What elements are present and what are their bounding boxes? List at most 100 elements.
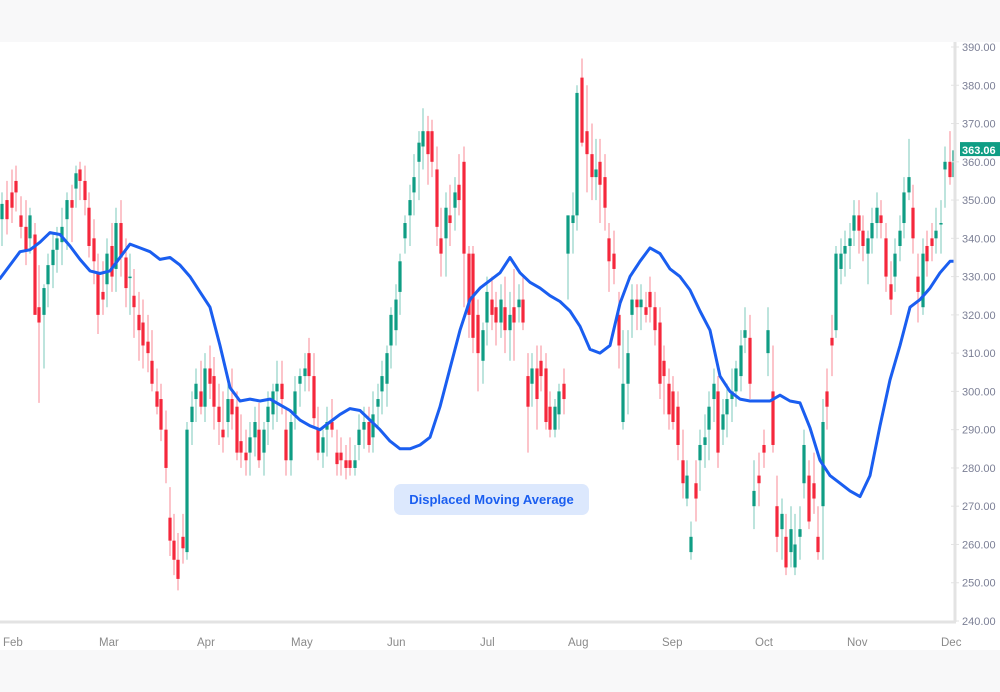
candle bbox=[448, 184, 452, 246]
candle bbox=[526, 353, 530, 453]
candle bbox=[19, 196, 23, 239]
candle bbox=[580, 58, 584, 147]
candle bbox=[612, 230, 616, 285]
candle bbox=[114, 207, 118, 292]
y-tick-label: 380.00 bbox=[962, 80, 996, 92]
candle bbox=[707, 391, 711, 461]
candle bbox=[181, 513, 185, 564]
candle bbox=[784, 513, 788, 576]
candle bbox=[902, 177, 906, 239]
top-band bbox=[0, 0, 1000, 42]
candle bbox=[248, 422, 252, 476]
candle bbox=[889, 261, 893, 315]
candle bbox=[403, 215, 407, 254]
candle bbox=[734, 360, 738, 407]
candle bbox=[775, 475, 779, 553]
candle bbox=[307, 337, 311, 392]
y-tick-label: 270.00 bbox=[962, 501, 996, 513]
candle bbox=[421, 108, 425, 170]
x-tick-label: Jul bbox=[480, 637, 495, 649]
candle bbox=[46, 253, 50, 308]
candle bbox=[293, 376, 297, 430]
candle bbox=[884, 223, 888, 292]
candles-layer bbox=[0, 58, 956, 591]
candle bbox=[530, 353, 534, 407]
candle bbox=[590, 123, 594, 201]
candle bbox=[87, 192, 91, 258]
candle bbox=[159, 383, 163, 442]
y-tick-label: 340.00 bbox=[962, 233, 996, 245]
candle bbox=[575, 85, 579, 231]
candle bbox=[150, 330, 154, 392]
candle bbox=[376, 383, 380, 430]
candle bbox=[137, 291, 141, 361]
candle bbox=[467, 245, 471, 338]
candle bbox=[101, 261, 105, 315]
candle bbox=[284, 406, 288, 476]
candle bbox=[83, 165, 87, 216]
candle bbox=[5, 180, 9, 235]
y-tick-label: 240.00 bbox=[962, 616, 996, 628]
candle bbox=[834, 245, 838, 338]
moving-average-line bbox=[0, 231, 957, 499]
candle bbox=[330, 399, 334, 438]
candle bbox=[235, 391, 239, 461]
candle bbox=[344, 444, 348, 480]
chart-area bbox=[0, 42, 1000, 650]
candle bbox=[303, 353, 307, 392]
candle bbox=[535, 345, 539, 430]
y-tick-label: 350.00 bbox=[962, 195, 996, 207]
candle bbox=[739, 330, 743, 392]
y-tick-label: 370.00 bbox=[962, 119, 996, 131]
candle bbox=[807, 460, 811, 530]
x-tick-label: May bbox=[291, 637, 313, 649]
candle bbox=[28, 207, 32, 254]
indicator-label-badge: Displaced Moving Average bbox=[394, 484, 589, 515]
candle bbox=[925, 230, 929, 277]
x-tick-label: Aug bbox=[568, 637, 588, 649]
y-tick-label: 300.00 bbox=[962, 386, 996, 398]
candle bbox=[321, 429, 325, 468]
candle bbox=[485, 276, 489, 346]
candle bbox=[199, 360, 203, 415]
candle bbox=[539, 345, 543, 392]
y-tick-label: 290.00 bbox=[962, 425, 996, 437]
candle bbox=[298, 368, 302, 407]
candle bbox=[42, 284, 46, 369]
x-tick-label: Dec bbox=[941, 637, 962, 649]
candle bbox=[453, 177, 457, 231]
candle bbox=[417, 131, 421, 201]
candle bbox=[462, 146, 466, 308]
candle bbox=[648, 276, 652, 323]
candle bbox=[92, 219, 96, 285]
candle bbox=[857, 200, 861, 254]
candle bbox=[766, 307, 770, 377]
y-tick-label: 360.00 bbox=[962, 157, 996, 169]
candle bbox=[65, 192, 69, 250]
x-tick-label: Mar bbox=[99, 637, 119, 649]
candle bbox=[870, 207, 874, 254]
candle bbox=[141, 299, 145, 369]
candle bbox=[357, 414, 361, 461]
candle bbox=[212, 356, 216, 430]
candle bbox=[426, 115, 430, 185]
candle bbox=[239, 414, 243, 468]
candle bbox=[780, 498, 784, 560]
candle bbox=[639, 284, 643, 331]
candle bbox=[939, 200, 943, 254]
y-tick-label: 280.00 bbox=[962, 463, 996, 475]
last-price-tag: 363.06 bbox=[960, 142, 1000, 157]
candle bbox=[603, 154, 607, 231]
candle bbox=[721, 399, 725, 445]
candle bbox=[316, 406, 320, 461]
candle bbox=[476, 299, 480, 392]
candle bbox=[830, 314, 834, 377]
candle bbox=[190, 391, 194, 445]
candle bbox=[698, 429, 702, 491]
candle bbox=[879, 200, 883, 239]
candle bbox=[74, 165, 78, 208]
candle bbox=[812, 452, 816, 514]
candle bbox=[607, 223, 611, 292]
candle bbox=[33, 223, 37, 315]
